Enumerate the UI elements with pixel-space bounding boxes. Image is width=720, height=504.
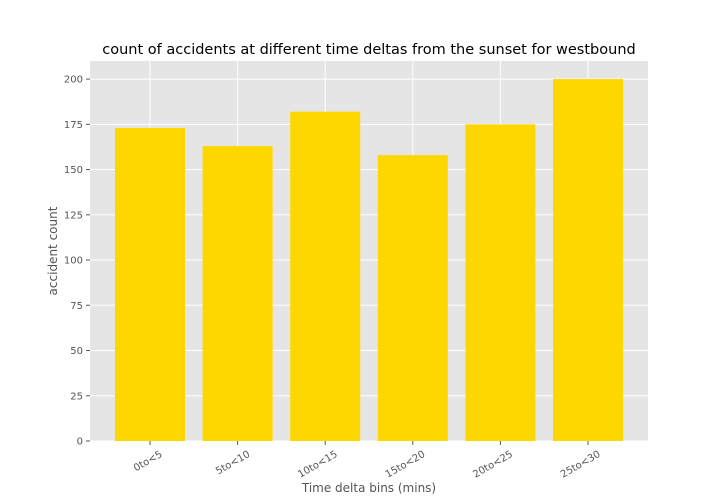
x-tick-label: 20to<25 bbox=[471, 449, 514, 480]
y-tick-label: 200 bbox=[64, 75, 83, 86]
bar-20to-25 bbox=[465, 124, 536, 441]
x-axis-ticks: 0to<5 5to<10 10to<15 15to<20 20to<25 25to<30 bbox=[132, 441, 603, 481]
y-axis-ticks: 0 25 50 75 100 125 150 175 200 bbox=[64, 75, 90, 448]
y-tick-label: 125 bbox=[64, 210, 83, 221]
bars bbox=[115, 79, 623, 442]
y-tick-label: 50 bbox=[70, 346, 83, 357]
x-tick-label: 5to<10 bbox=[214, 449, 252, 477]
x-tick-label: 25to<30 bbox=[559, 449, 602, 480]
bar-25to-30 bbox=[553, 79, 623, 441]
y-tick-label: 150 bbox=[64, 165, 83, 176]
bar-15to-20 bbox=[377, 155, 448, 441]
y-tick-label: 175 bbox=[64, 120, 83, 131]
y-tick-label: 25 bbox=[70, 391, 83, 402]
y-tick-label: 75 bbox=[70, 301, 83, 312]
x-axis-label: Time delta bins (mins) bbox=[301, 481, 436, 495]
bar-0to-5 bbox=[115, 127, 185, 441]
bar-5to-10 bbox=[202, 146, 273, 442]
x-tick-label: 10to<15 bbox=[296, 449, 339, 480]
y-axis-label: accident count bbox=[46, 206, 60, 295]
y-tick-label: 100 bbox=[64, 256, 83, 267]
x-tick-label: 0to<5 bbox=[132, 449, 164, 474]
x-tick-label: 15to<20 bbox=[384, 449, 427, 480]
y-tick-label: 0 bbox=[77, 437, 83, 448]
chart-title: count of accidents at different time del… bbox=[102, 42, 635, 58]
bar-10to-15 bbox=[290, 111, 361, 442]
